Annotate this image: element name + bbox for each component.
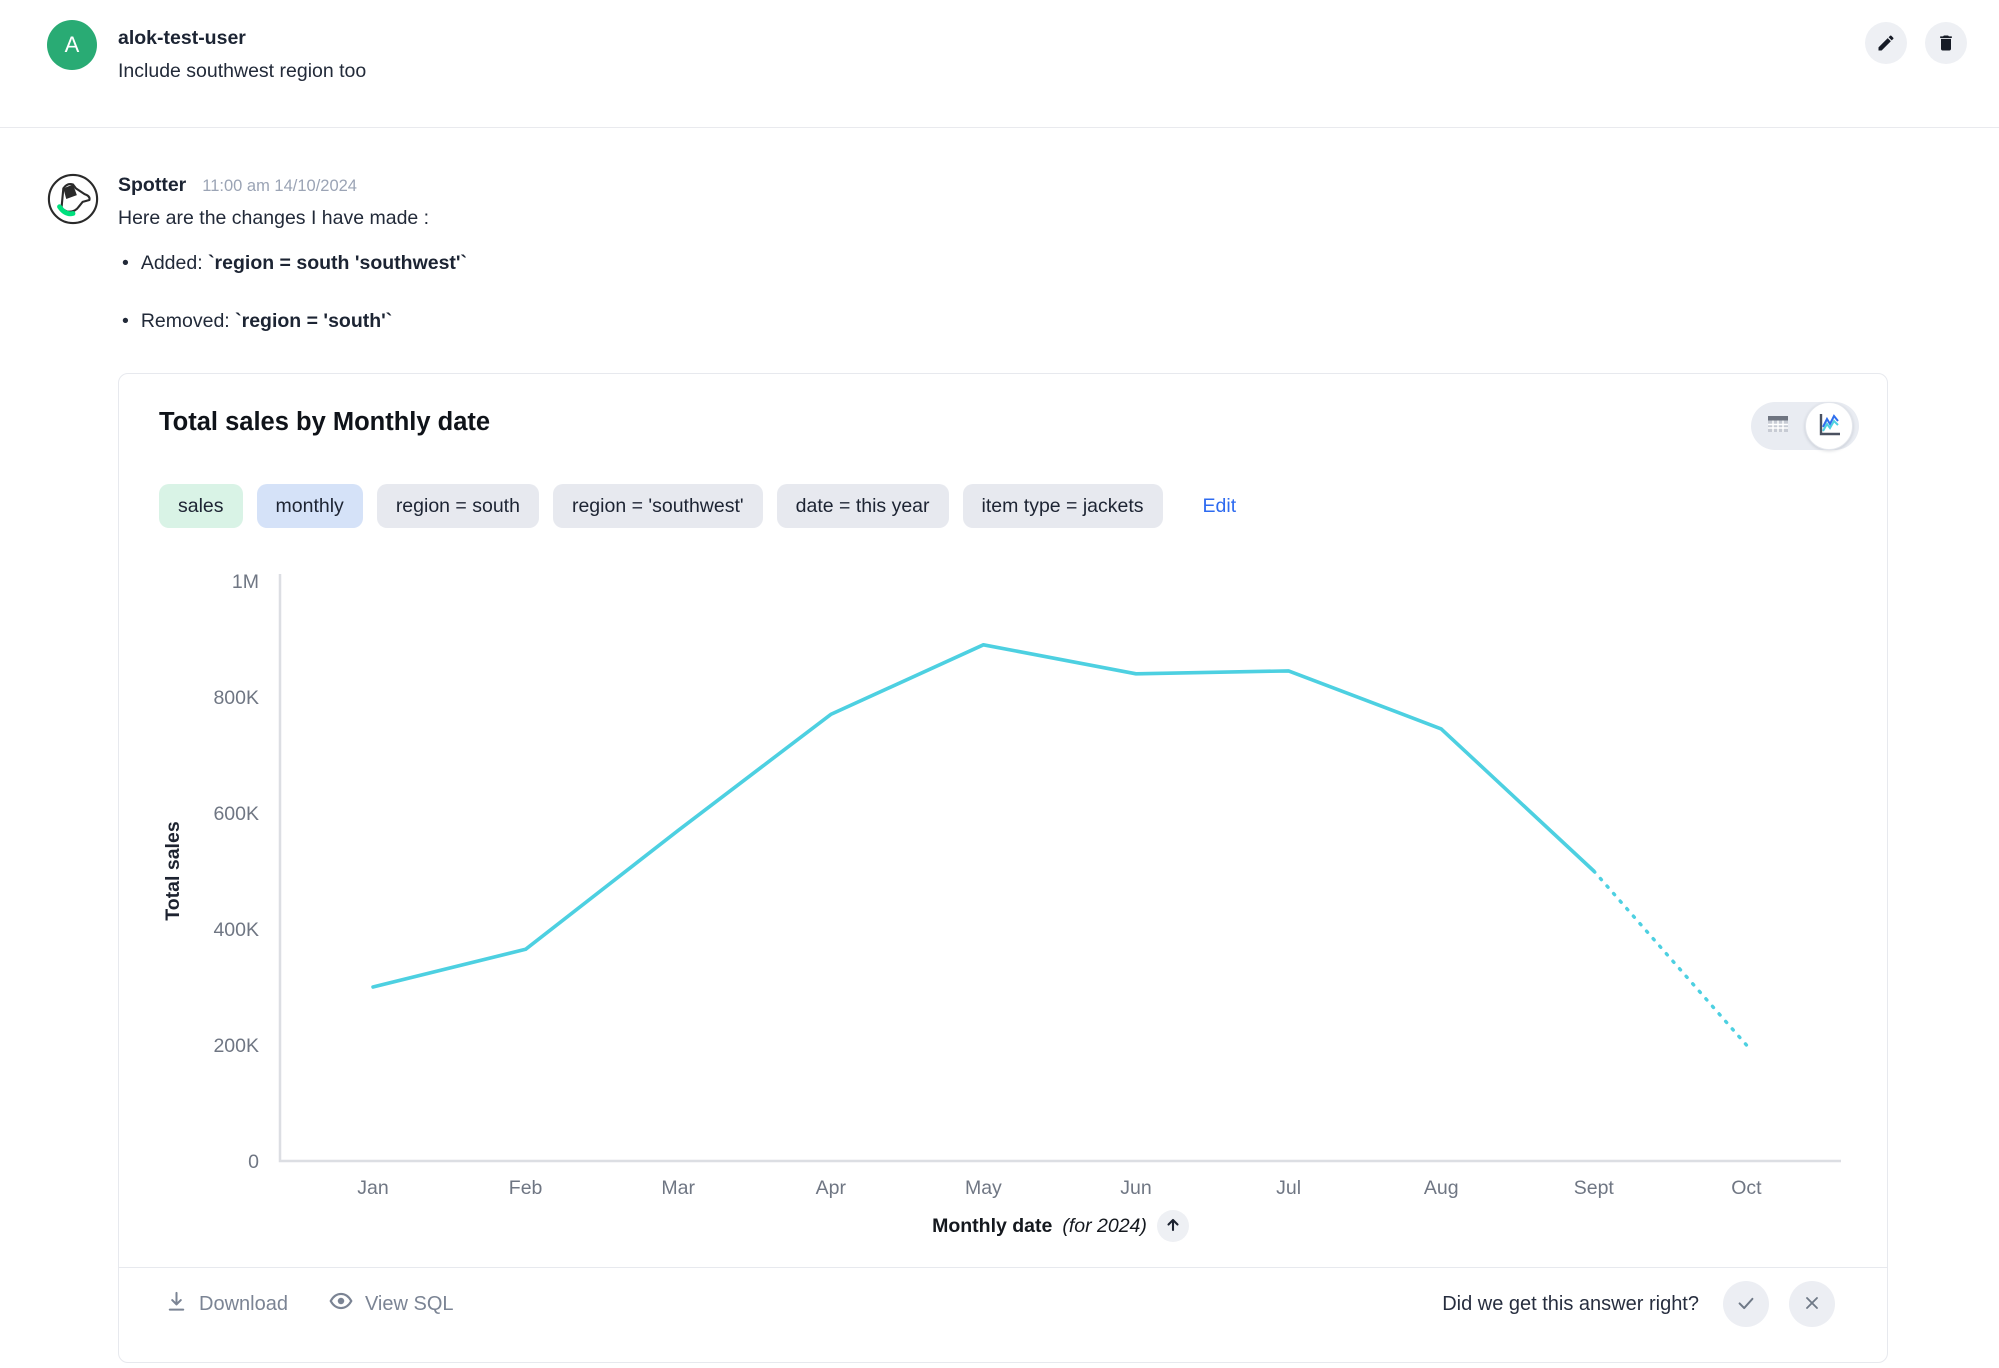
x-tick-label: Jan	[357, 1177, 388, 1199]
download-button[interactable]: Download	[165, 1290, 288, 1319]
chart-view-button[interactable]	[1805, 402, 1853, 450]
message-actions	[1865, 22, 1967, 64]
pencil-icon	[1876, 33, 1896, 53]
y-tick-label: 600K	[213, 803, 259, 825]
trash-icon	[1936, 33, 1956, 53]
edit-message-button[interactable]	[1865, 22, 1907, 64]
view-sql-button[interactable]: View SQL	[328, 1288, 454, 1320]
y-tick-label: 400K	[213, 919, 259, 941]
token-chip[interactable]: item type = jackets	[962, 484, 1163, 528]
feedback-section: Did we get this answer right?	[1442, 1281, 1835, 1327]
y-tick-label: 200K	[213, 1035, 259, 1057]
x-tick-label: Jun	[1120, 1177, 1151, 1199]
view-sql-label: View SQL	[364, 1292, 454, 1315]
x-tick-label: Aug	[1424, 1177, 1459, 1199]
x-tick-label: Oct	[1731, 1177, 1762, 1199]
change-list-item: Removed: `region = 'south'`	[122, 310, 467, 333]
user-name: alok-test-user	[118, 27, 246, 49]
change-list-item: Added: `region = south 'southwest'`	[122, 252, 467, 275]
series-line-solid	[371, 643, 1596, 989]
x-tick-label: Mar	[661, 1177, 695, 1199]
message-timestamp: 11:00 am 14/10/2024	[202, 177, 357, 195]
eye-icon	[328, 1288, 354, 1320]
token-chip[interactable]: monthly	[256, 484, 363, 528]
feedback-positive-button[interactable]	[1723, 1281, 1769, 1327]
table-icon	[1764, 410, 1792, 443]
token-chip[interactable]: sales	[159, 484, 243, 528]
y-tick-label: 0	[248, 1151, 259, 1173]
x-axis-label-note: (for 2024)	[1062, 1214, 1147, 1237]
close-icon	[1802, 1293, 1822, 1316]
line-chart: 0 200K 400K 600K 800K 1M Total sales Jan Feb Mar A…	[162, 571, 1841, 1199]
x-axis-label: Monthly date	[932, 1214, 1053, 1237]
delete-message-button[interactable]	[1925, 22, 1967, 64]
axis-line	[278, 574, 1841, 1163]
sort-ascending-button[interactable]	[1156, 1210, 1189, 1242]
download-label: Download	[199, 1292, 288, 1315]
chart-title: Total sales by Monthly date	[159, 408, 491, 436]
x-tick-label: Sept	[1574, 1177, 1615, 1199]
change-code: `region = south 'southwest'`	[208, 252, 468, 274]
spotter-header: Spotter 11:00 am 14/10/2024	[118, 174, 357, 197]
x-tick-label: May	[965, 1177, 1002, 1199]
assistant-intro-text: Here are the changes I have made :	[118, 207, 430, 229]
y-axis-label: Total sales	[162, 821, 184, 921]
footer-actions: Download View SQL	[165, 1281, 454, 1327]
change-prefix: Removed:	[140, 310, 236, 332]
token-chip[interactable]: region = south	[376, 484, 539, 528]
change-prefix: Added:	[140, 252, 209, 274]
token-chips-row: sales monthly region = south region = 'sout…	[159, 484, 1236, 528]
y-tick-label: 1M	[232, 571, 259, 593]
answer-card: Total sales by Monthly date	[118, 373, 1888, 1363]
spotter-avatar-dog-icon	[46, 172, 100, 226]
token-chip[interactable]: date = this year	[776, 484, 949, 528]
download-icon	[165, 1290, 188, 1319]
edit-tokens-link[interactable]: Edit	[1202, 494, 1237, 517]
view-toggle	[1751, 402, 1859, 450]
x-tick-label: Jul	[1276, 1177, 1301, 1199]
token-chip[interactable]: region = 'southwest'	[552, 484, 763, 528]
arrow-up-icon	[1165, 1217, 1181, 1236]
check-icon	[1735, 1292, 1757, 1317]
x-tick-label: Apr	[816, 1177, 847, 1199]
card-footer: Download View SQL Did we get this answer…	[119, 1267, 1887, 1362]
feedback-negative-button[interactable]	[1789, 1281, 1835, 1327]
x-tick-label: Feb	[509, 1177, 543, 1199]
divider	[0, 127, 1999, 128]
assistant-name: Spotter	[118, 174, 187, 196]
avatar-initial: A	[64, 32, 80, 57]
user-message-text: Include southwest region too	[118, 60, 367, 82]
changes-list: Added: `region = south 'southwest'` Remov…	[122, 252, 467, 368]
line-chart-icon	[1815, 410, 1843, 443]
change-code: `region = 'south'`	[235, 310, 393, 332]
feedback-question: Did we get this answer right?	[1442, 1292, 1699, 1315]
table-view-button[interactable]	[1751, 402, 1805, 450]
y-tick-label: 800K	[213, 687, 259, 709]
avatar: A	[47, 20, 97, 70]
series-line-forecast-dotted	[1592, 869, 1749, 1047]
x-axis-caption: Monthly date (for 2024)	[280, 1210, 1841, 1242]
